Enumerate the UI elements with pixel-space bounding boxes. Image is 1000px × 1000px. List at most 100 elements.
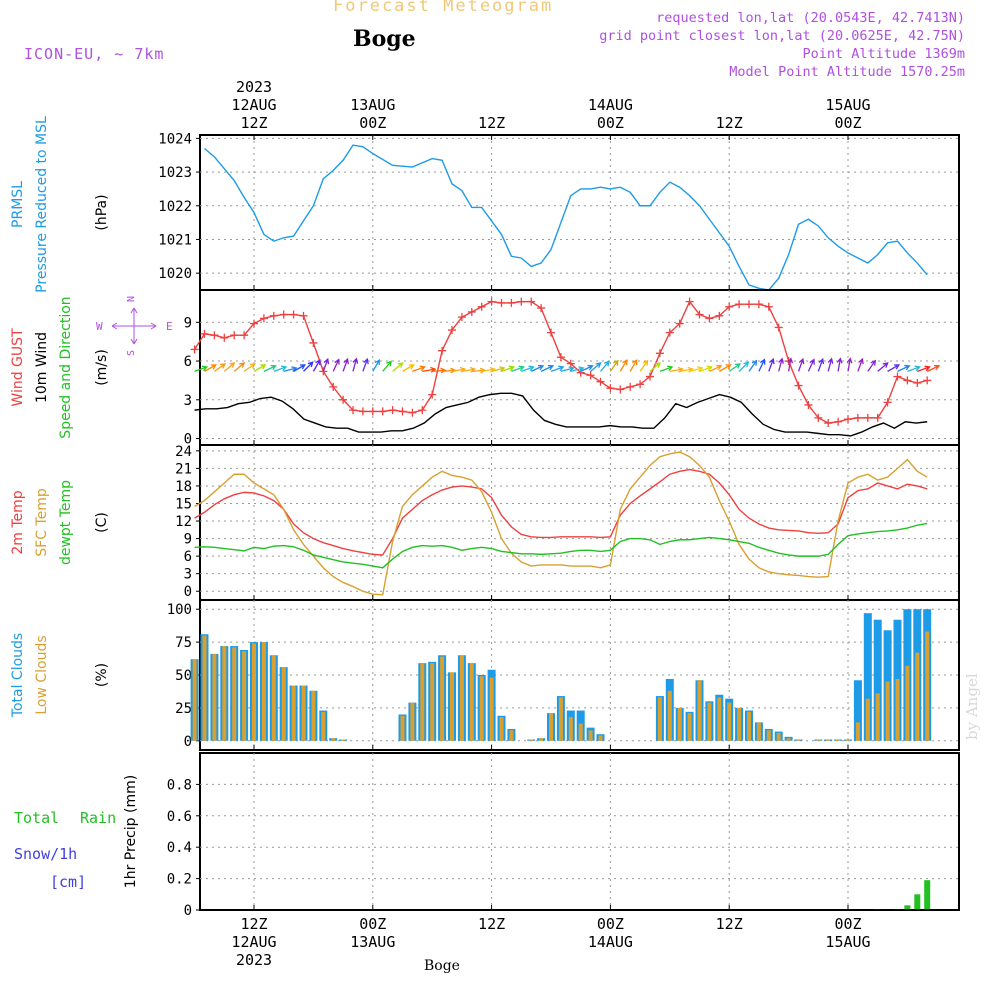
low-cloud-bar: [667, 690, 672, 741]
wind-arrow: [768, 357, 775, 372]
chart-title: Forecast Meteogram: [333, 0, 554, 16]
wind-arrow: [728, 363, 741, 372]
y-tick-label: 6: [184, 549, 192, 565]
low-cloud-bar: [766, 730, 771, 741]
time-label-top: 14AUG: [588, 96, 633, 114]
time-label-top: 00Z: [597, 114, 624, 132]
wind-arrow: [392, 362, 404, 372]
wind-arrow: [817, 357, 825, 372]
gust-marker: [408, 408, 417, 417]
gust-marker: [725, 302, 734, 311]
low-cloud-bar: [291, 685, 296, 741]
time-label-top: 00Z: [834, 114, 861, 132]
low-cloud-bar: [776, 732, 781, 741]
wind-arrow: [501, 365, 515, 372]
gust-marker: [418, 406, 427, 415]
gust-marker: [467, 307, 476, 316]
time-label-top: 12AUG: [231, 96, 276, 114]
y-tick-label: 1024: [158, 131, 192, 147]
unit-label: (%): [94, 663, 110, 687]
low-cloud-bar: [657, 697, 662, 741]
gust-marker: [220, 333, 229, 342]
gust-marker: [497, 298, 506, 307]
gust-marker: [200, 329, 209, 338]
panel-ylabel: dewpt Temp: [58, 480, 74, 565]
y-tick-label: 1021: [158, 232, 192, 248]
wind-arrow: [836, 357, 843, 372]
y-tick-label: 18: [175, 479, 192, 495]
y-tick-label: 0.2: [167, 872, 192, 888]
low-cloud-bar: [855, 722, 860, 741]
gust-marker: [853, 413, 862, 422]
wind-arrow: [303, 361, 314, 372]
y-tick-label: 3: [184, 567, 192, 583]
wind-arrow: [312, 358, 321, 372]
low-cloud-bar: [865, 698, 870, 741]
gust-marker: [537, 304, 546, 313]
gust-marker: [566, 359, 575, 368]
low-cloud-bar: [430, 663, 435, 741]
wind-arrow: [372, 358, 380, 372]
wind-arrow: [887, 364, 901, 372]
low-cloud-bar: [321, 711, 326, 741]
wind-arrow: [352, 357, 359, 372]
time-label-top: 00Z: [359, 114, 386, 132]
time-label-top: 13AUG: [350, 96, 395, 114]
wind-arrow: [322, 357, 330, 372]
time-label-top: 12Z: [478, 114, 505, 132]
requested-coords: requested lon,lat (20.0543E, 42.7413N): [656, 10, 965, 26]
panel-ylabel: PRMSL: [10, 181, 26, 228]
precip-bar: [904, 905, 911, 910]
time-label-bottom: 12AUG: [231, 933, 276, 951]
panel-ylabel: Total Clouds: [10, 633, 26, 718]
y-tick-label: 1020: [158, 266, 192, 282]
gust-marker: [923, 376, 932, 385]
series-line-wind-gust: [194, 300, 928, 424]
wind-arrow: [580, 364, 594, 372]
wind-arrow: [214, 363, 227, 372]
time-label-bottom: 00Z: [359, 915, 386, 933]
precip-bar: [914, 894, 921, 910]
gust-marker: [883, 398, 892, 407]
location-title: Boge: [353, 26, 416, 52]
total-cloud-bar: [873, 619, 882, 741]
gust-marker: [378, 407, 387, 416]
low-cloud-bar: [568, 717, 573, 741]
low-cloud-bar: [192, 659, 197, 741]
gust-marker: [428, 390, 437, 399]
time-label-bottom: 00Z: [597, 915, 624, 933]
gust-marker: [794, 381, 803, 390]
gust-marker: [487, 297, 496, 306]
y-tick-label: 15: [175, 496, 192, 512]
gust-marker: [764, 302, 773, 311]
panel-ylabel: Low Clouds: [34, 635, 50, 714]
time-label-bottom: 2023: [236, 951, 272, 969]
wind-arrow: [511, 365, 525, 372]
y-tick-label: 0.6: [167, 809, 192, 825]
gust-marker: [893, 372, 902, 381]
low-cloud-bar: [489, 677, 494, 741]
time-label-bottom: 15AUG: [825, 933, 870, 951]
low-cloud-bar: [301, 685, 306, 741]
unit-label: (m/s): [94, 349, 110, 386]
gust-marker: [745, 300, 753, 309]
wind-arrow: [570, 366, 585, 373]
series-line-dewpt-temp: [194, 522, 928, 569]
wind-arrow: [797, 357, 805, 372]
wind-arrow: [758, 358, 766, 372]
low-cloud-bar: [816, 739, 821, 741]
wind-arrow: [540, 364, 555, 372]
y-tick-label: 75: [175, 635, 192, 651]
panel-ylabel: Total: [14, 809, 59, 827]
low-cloud-bar: [440, 656, 445, 741]
series-line-sfc-temp: [194, 451, 928, 596]
panel-5: 0 0.2 0.4 0.6 0.8 1hr Precip (mm) Total RainSno…: [14, 752, 960, 919]
low-cloud-bar: [687, 713, 692, 741]
gust-marker: [665, 328, 674, 337]
low-cloud-bar: [232, 647, 237, 741]
wind-arrow: [689, 366, 704, 373]
watermark: by Angel: [963, 673, 981, 740]
gust-marker: [309, 338, 318, 347]
gust-marker: [606, 384, 615, 393]
y-tick-label: 0.8: [167, 777, 192, 793]
